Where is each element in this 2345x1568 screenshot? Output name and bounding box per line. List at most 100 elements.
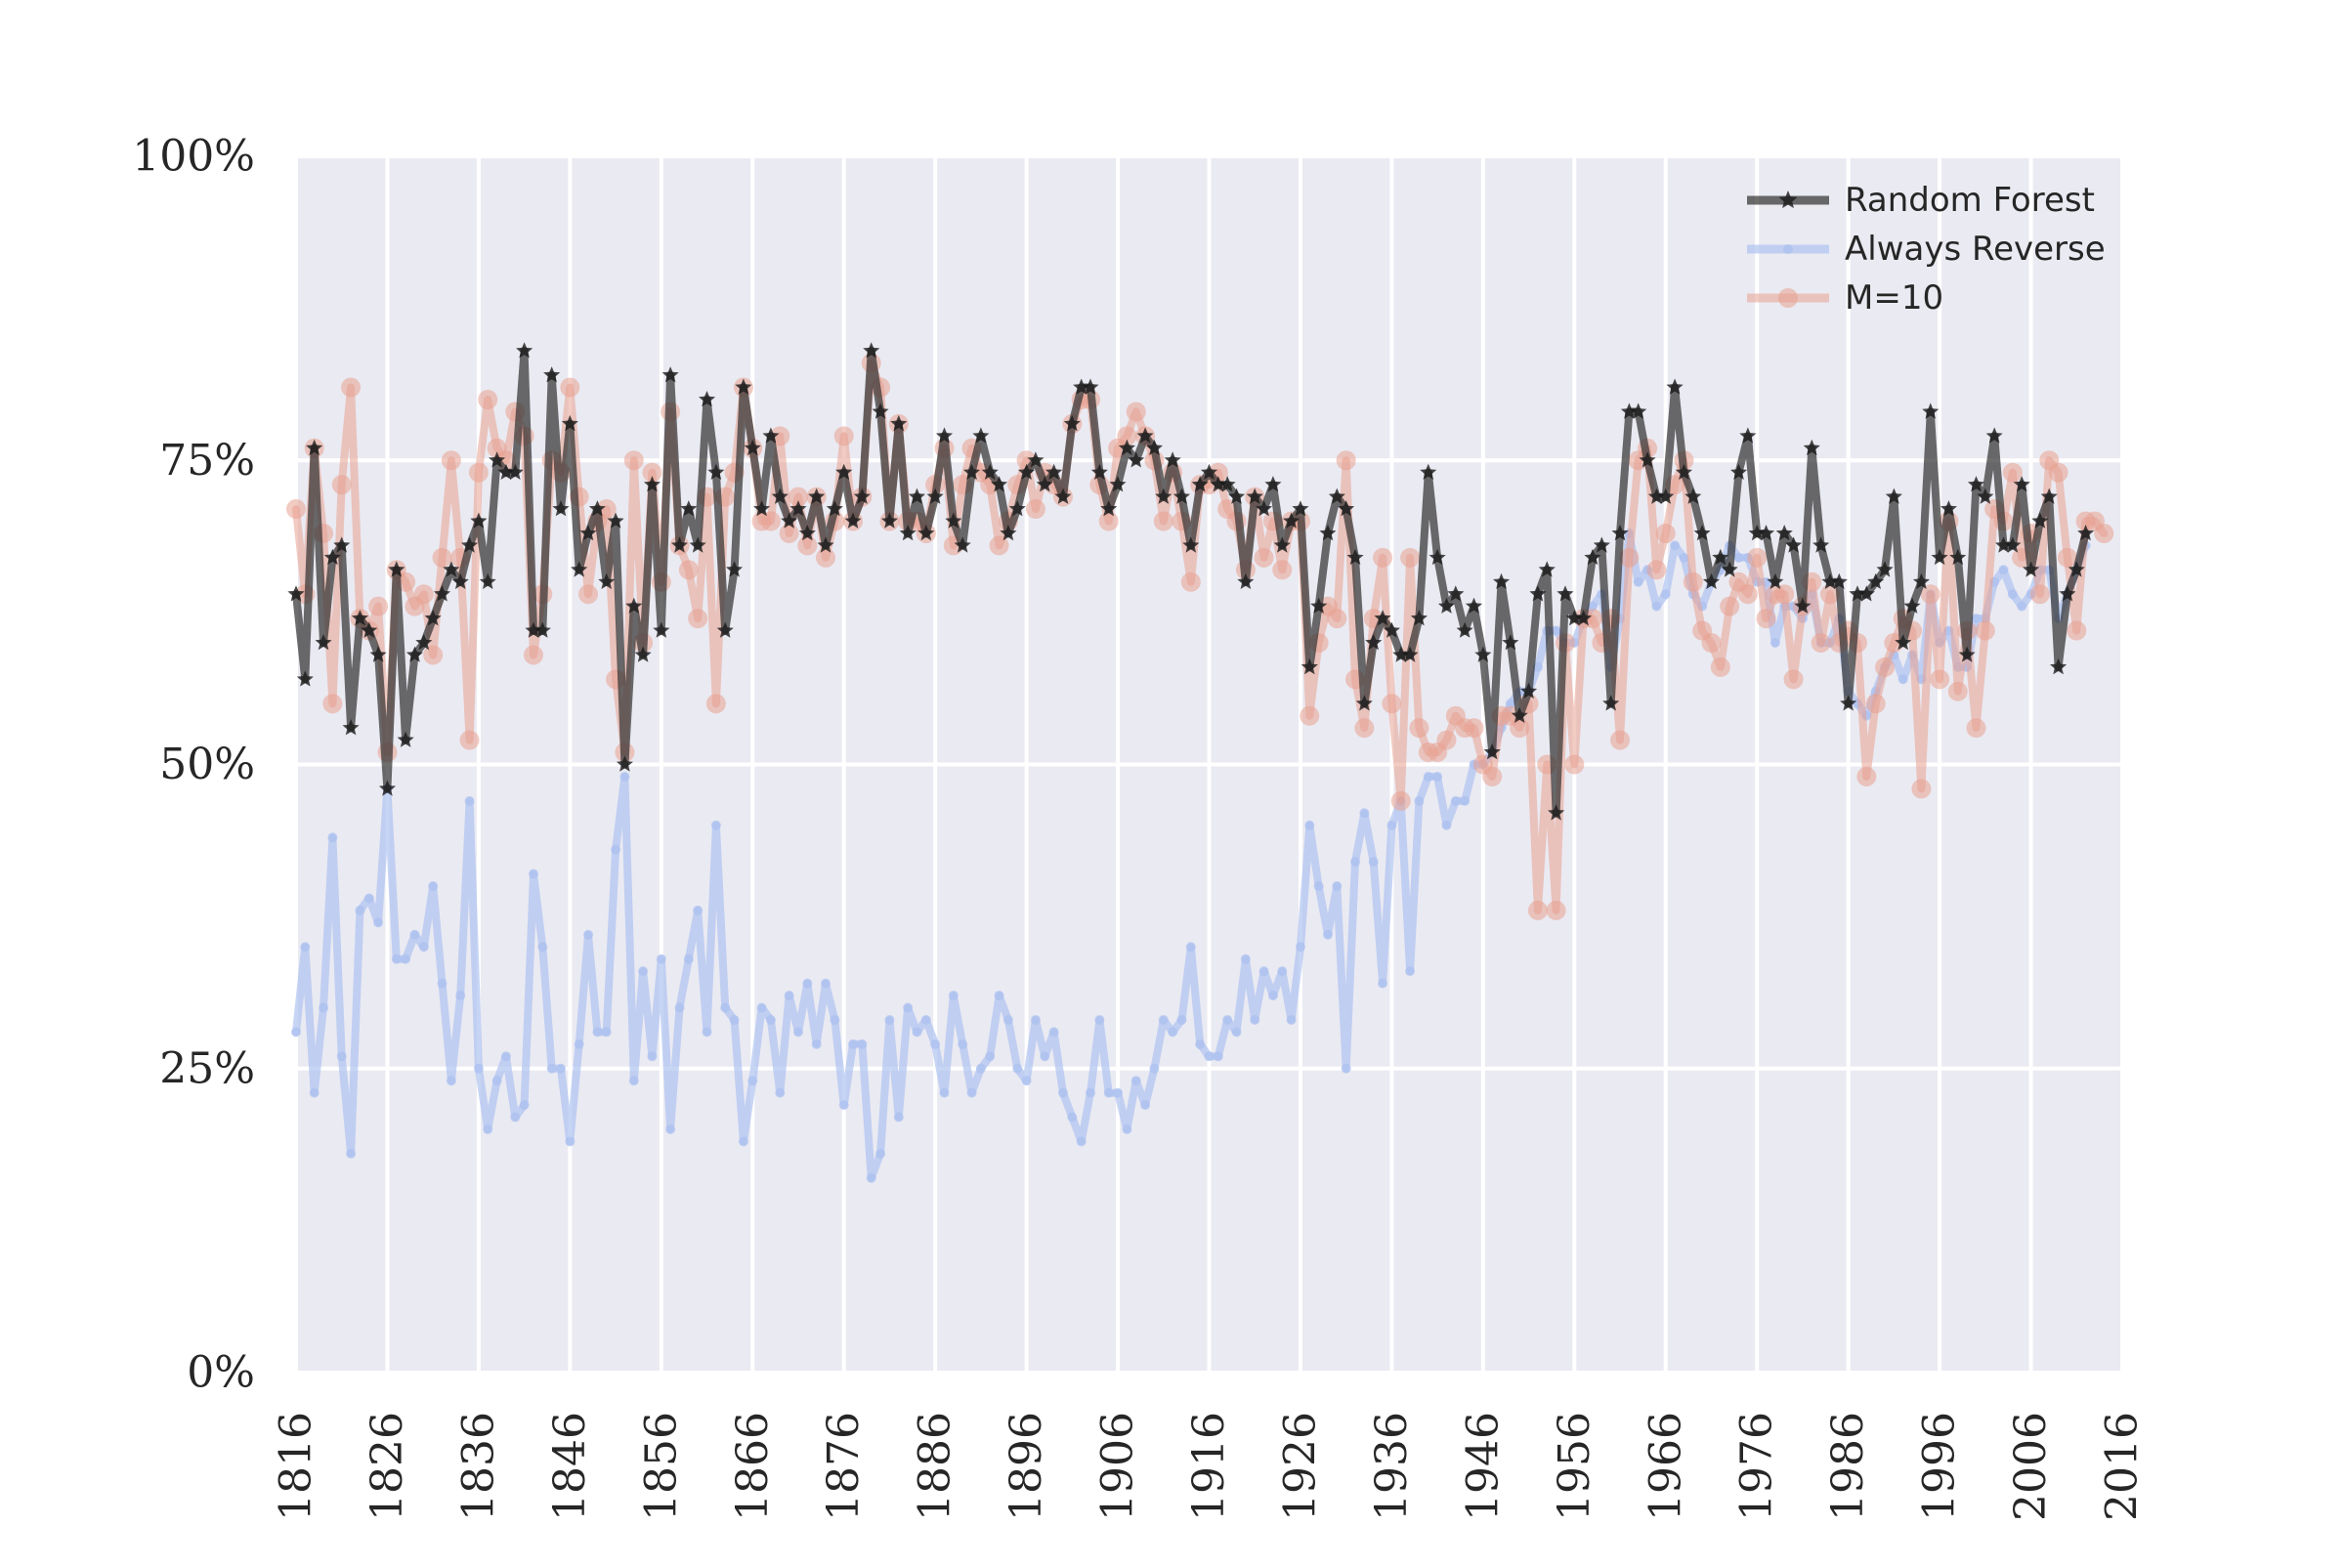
data-point <box>1967 476 1984 492</box>
data-point <box>884 1014 895 1025</box>
data-point <box>397 731 414 747</box>
data-point <box>607 512 624 529</box>
x-tick-label: 1976 <box>1732 1412 1782 1521</box>
data-point <box>500 1051 511 1062</box>
data-point <box>975 1063 986 1074</box>
data-point <box>634 646 652 662</box>
data-point <box>2067 620 2087 641</box>
data-point <box>1710 657 1730 677</box>
data-point <box>2017 601 2027 612</box>
data-point <box>418 942 429 953</box>
data-point <box>470 512 488 529</box>
data-point <box>1865 694 1886 714</box>
data-point <box>683 954 694 964</box>
data-point <box>455 991 466 1001</box>
data-point <box>716 621 734 638</box>
data-point <box>1338 500 1355 517</box>
data-point <box>1423 771 1433 782</box>
data-point <box>1018 463 1036 480</box>
data-point <box>1246 487 1263 504</box>
legend-label: Always Reverse <box>1845 230 2106 269</box>
data-point <box>1390 790 1411 811</box>
data-point <box>1856 766 1877 786</box>
data-point <box>838 1100 849 1111</box>
data-point <box>1310 597 1328 614</box>
data-point <box>1565 610 1583 626</box>
data-point <box>443 561 460 577</box>
data-point <box>1670 540 1681 551</box>
data-point <box>341 377 362 398</box>
data-point <box>920 1014 931 1025</box>
data-point <box>1774 584 1795 605</box>
data-point <box>2077 525 2095 541</box>
data-point <box>1346 548 1364 566</box>
data-point <box>1254 547 1274 568</box>
data-point <box>830 1014 840 1025</box>
data-point <box>1940 500 1957 517</box>
data-point <box>489 451 506 468</box>
data-point <box>483 1124 493 1134</box>
data-point <box>1840 695 1857 711</box>
data-point <box>917 525 935 541</box>
data-point <box>991 476 1008 492</box>
data-point <box>689 536 706 553</box>
data-point <box>333 536 351 553</box>
data-point <box>361 621 378 638</box>
data-point <box>623 450 644 471</box>
data-point <box>1400 547 1421 568</box>
data-point <box>1392 646 1410 662</box>
data-point <box>552 500 570 517</box>
data-point <box>1830 572 1848 589</box>
data-point <box>1168 1027 1178 1038</box>
data-point <box>760 511 781 531</box>
data-point <box>1386 820 1397 830</box>
data-point <box>1155 487 1172 504</box>
data-point <box>680 500 698 517</box>
data-point <box>1683 572 1703 592</box>
data-point <box>2094 523 2114 543</box>
data-point <box>461 536 479 553</box>
data-point <box>556 1063 567 1074</box>
data-point <box>1532 661 1543 672</box>
data-point <box>945 512 962 529</box>
legend-item-random-forest: Random Forest <box>1747 181 2095 220</box>
x-tick-label: 1876 <box>819 1412 869 1521</box>
y-tick-label: 25% <box>159 1043 255 1093</box>
data-point <box>510 1112 521 1123</box>
data-point <box>1803 439 1820 456</box>
data-point <box>409 929 420 940</box>
data-point <box>1977 487 1994 504</box>
data-point <box>1240 954 1251 964</box>
data-point <box>811 1038 822 1049</box>
data-point <box>1912 572 1930 589</box>
data-point <box>1067 1112 1078 1123</box>
data-point <box>1769 638 1780 648</box>
data-point <box>528 869 538 879</box>
data-point <box>735 378 752 395</box>
data-point <box>1094 1014 1105 1025</box>
data-point <box>1975 620 1995 641</box>
legend-item-m-10: M=10 <box>1747 278 1943 318</box>
data-point <box>516 342 533 359</box>
data-point <box>661 366 679 383</box>
data-point <box>2007 589 2018 600</box>
data-point <box>2068 561 2085 577</box>
data-point <box>1548 804 1565 821</box>
data-point <box>1332 881 1343 891</box>
data-point <box>1090 463 1108 480</box>
y-tick-label: 0% <box>187 1348 255 1398</box>
data-point <box>1373 547 1393 568</box>
x-tick-label: 1926 <box>1275 1412 1325 1521</box>
data-point <box>1025 499 1045 520</box>
data-point <box>817 536 834 553</box>
x-tick-label: 1856 <box>636 1412 686 1521</box>
data-point <box>1441 820 1452 830</box>
series-layer <box>286 342 2114 1183</box>
data-point <box>1286 1014 1297 1025</box>
data-point <box>702 1027 712 1038</box>
data-point <box>893 1112 904 1123</box>
data-point <box>1258 966 1269 977</box>
data-point <box>1931 548 1948 566</box>
data-point <box>1103 1087 1114 1098</box>
data-point <box>638 966 649 977</box>
